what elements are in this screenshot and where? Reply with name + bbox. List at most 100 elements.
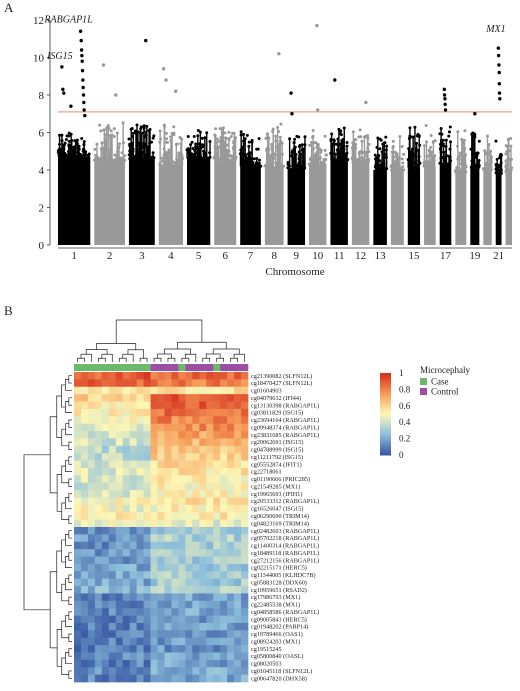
- heatmap-cell: [227, 630, 235, 639]
- heatmap-cell: [213, 527, 221, 535]
- group-bar-cell: [213, 364, 221, 371]
- heatmap-cell: [150, 475, 158, 484]
- panel-b-label: B: [4, 303, 13, 318]
- heatmap-cell: [178, 674, 186, 683]
- chromosome-5-bulk: [187, 158, 211, 245]
- heatmap-cell: [206, 445, 214, 454]
- heatmap-cell: [157, 659, 165, 668]
- data-point: [385, 167, 389, 171]
- heatmap-cell: [157, 401, 165, 410]
- heatmap-cell: [227, 659, 235, 668]
- heatmap-cell: [74, 534, 82, 543]
- heatmap-cell: [136, 615, 144, 624]
- heatmap-cell: [178, 622, 186, 631]
- heatmap-cell: [74, 438, 82, 447]
- heatmap-cell: [143, 541, 151, 550]
- heatmap-row: [74, 652, 249, 661]
- heatmap-cell: [122, 674, 131, 683]
- heatmap-cell: [206, 556, 214, 565]
- heatmap-cell: [164, 527, 172, 535]
- heatmap-cell: [150, 512, 158, 520]
- heatmap-cell: [241, 408, 249, 417]
- heatmap-cell: [129, 659, 137, 668]
- heatmap-cell: [185, 372, 193, 380]
- row-label: cg27212156 (RABGAP1L): [251, 557, 319, 564]
- heatmap-cell: [185, 674, 193, 683]
- heatmap-cell: [101, 652, 110, 661]
- heatmap-cell: [206, 659, 214, 668]
- heatmap-cell: [74, 645, 82, 653]
- significant-point: [443, 102, 447, 107]
- heatmap-cell: [178, 578, 186, 587]
- heatmap-cell: [192, 600, 200, 609]
- heatmap-cell: [74, 445, 82, 454]
- data-point: [265, 132, 269, 136]
- heatmap-cell: [234, 549, 242, 557]
- heatmap-cell: [220, 490, 228, 498]
- colorbar-segment: [380, 450, 391, 454]
- heatmap-cell: [206, 394, 214, 402]
- heatmap-cell: [87, 600, 96, 609]
- chromosome-12-bulk: [351, 162, 370, 245]
- heatmap-cell: [101, 460, 110, 469]
- heatmap-cell: [227, 423, 235, 432]
- dendrogram-link: [68, 493, 72, 502]
- data-point: [112, 127, 116, 131]
- significant-point: [315, 23, 319, 28]
- heatmap-row: [74, 615, 249, 624]
- heatmap-cell: [108, 563, 117, 572]
- heatmap-cell: [136, 527, 144, 535]
- heatmap-cell: [206, 379, 214, 388]
- heatmap-cell: [171, 394, 179, 402]
- heatmap-cell: [171, 490, 179, 498]
- colorbar-segment: [380, 397, 391, 401]
- heatmap-cell: [178, 519, 186, 528]
- heatmap-cell: [241, 445, 249, 454]
- heatmap-cell: [185, 630, 193, 639]
- heatmap-cell: [206, 504, 214, 513]
- data-point: [281, 164, 285, 168]
- heatmap-cell: [157, 490, 165, 498]
- heatmap-cell: [234, 674, 242, 683]
- heatmap-cell: [192, 615, 200, 624]
- heatmap-cell: [171, 630, 179, 639]
- heatmap-cell: [234, 578, 242, 587]
- heatmap-cell: [129, 482, 137, 491]
- heatmap-cell: [199, 622, 207, 631]
- chromosome-18-bulk: [455, 171, 467, 245]
- data-point: [391, 139, 395, 143]
- heatmap-cell: [206, 541, 214, 550]
- heatmap-cell: [164, 497, 172, 506]
- heatmap-cell: [178, 556, 186, 565]
- row-label: cg11344005 (KLHDC7B): [251, 572, 316, 579]
- heatmap-cell: [171, 379, 179, 388]
- heatmap-cell: [94, 534, 103, 543]
- data-point: [172, 133, 176, 137]
- heatmap-cell: [220, 630, 228, 639]
- row-label: cg03811829 (ISG15): [251, 410, 303, 417]
- heatmap-cell: [241, 652, 249, 661]
- heatmap-cell: [185, 475, 193, 484]
- heatmap-cell: [213, 431, 221, 439]
- heatmap-cell: [129, 408, 137, 417]
- heatmap-cell: [185, 659, 193, 668]
- data-point: [312, 147, 316, 151]
- heatmap-cell: [164, 586, 172, 594]
- row-label: cg08020503: [251, 661, 282, 668]
- heatmap-cell: [94, 504, 103, 513]
- significant-point: [497, 70, 501, 75]
- heatmap-cell: [108, 453, 117, 461]
- heatmap-cell: [185, 563, 193, 572]
- heatmap-cell: [87, 475, 96, 484]
- heatmap-cell: [87, 497, 96, 506]
- x-tick-label: 11: [334, 250, 345, 262]
- heatmap-cell: [199, 438, 207, 447]
- heatmap-cell: [199, 527, 207, 535]
- heatmap-cell: [213, 541, 221, 550]
- heatmap-cell: [150, 438, 158, 447]
- heatmap-cell: [192, 401, 200, 410]
- heatmap-cell: [157, 549, 165, 557]
- heatmap-cell: [143, 453, 151, 461]
- heatmap-cell: [157, 504, 165, 513]
- heatmap-cell: [178, 372, 186, 380]
